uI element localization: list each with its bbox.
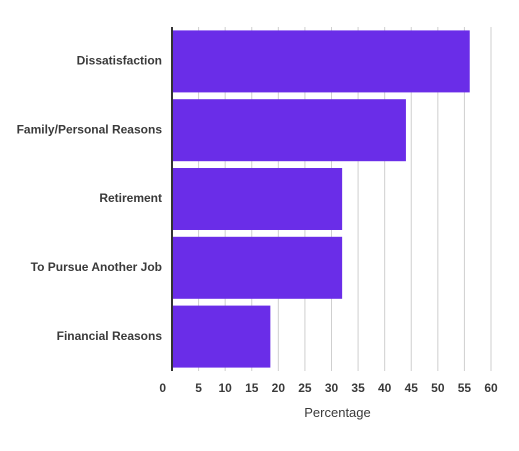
category-label: Family/Personal Reasons [17,122,163,136]
x-tick-label: 25 [298,381,312,395]
x-tick-label: 15 [245,381,259,395]
x-tick-label: 20 [272,381,286,395]
x-tick-label: 40 [378,381,392,395]
x-tick-label: 30 [325,381,339,395]
x-tick-label: 10 [218,381,232,395]
bar [172,305,271,368]
x-tick-label: 0 [159,381,166,395]
x-tick-label: 5 [195,381,202,395]
bars [172,30,470,368]
category-labels: Dissatisfaction Family/Personal Reasons Re… [17,54,163,343]
bar [172,236,343,299]
x-tick-label: 60 [484,381,498,395]
category-label: Dissatisfaction [77,54,162,68]
category-label: Retirement [99,191,162,205]
x-tick-label: 35 [351,381,365,395]
bar [172,99,406,162]
category-label: To Pursue Another Job [31,260,162,274]
x-tick-label: 45 [405,381,419,395]
bar [172,168,343,230]
x-tick-label: 50 [431,381,445,395]
x-axis-title: Percentage [304,405,371,420]
bar [172,30,470,93]
x-tick-label: 55 [458,381,472,395]
category-label: Financial Reasons [57,329,163,343]
x-tick-labels: 0 5 10 15 20 25 30 35 40 45 50 55 60 [159,381,498,395]
